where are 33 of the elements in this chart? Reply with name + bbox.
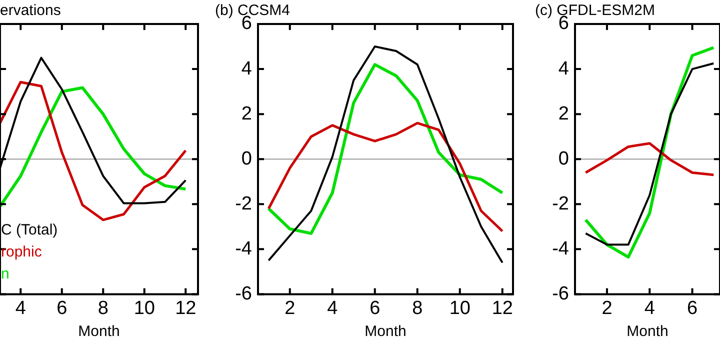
x-axis-title: Month: [626, 323, 668, 340]
x-tick-label: 12: [175, 298, 196, 319]
y-tick-label: 4: [241, 58, 252, 80]
text: C (Total): [1, 221, 58, 238]
chart-title: ervations: [0, 2, 61, 20]
y-tick-label: -2: [552, 193, 569, 214]
x-tick-label: 4: [644, 298, 656, 319]
x-axis-title: Month: [364, 323, 406, 340]
x-tick-label: 6: [686, 298, 698, 319]
y-tick-label: 0: [241, 148, 252, 170]
y-tick-label: -4: [552, 238, 570, 260]
x-tick-label: 2: [602, 298, 612, 319]
text: n: [1, 265, 10, 282]
x-tick-label: 6: [56, 298, 68, 319]
x-axis-title: Month: [78, 323, 120, 340]
y-tick-label: 4: [558, 58, 570, 80]
x-tick-label: 2: [284, 298, 296, 319]
y-tick-label: 2: [558, 103, 569, 124]
y-tick-label: -2: [235, 193, 252, 214]
y-tick-label: 2: [241, 103, 252, 124]
y-tick-label: -6: [552, 283, 569, 304]
x-tick-label: 6: [370, 298, 380, 319]
y-tick-label: -4: [235, 238, 252, 260]
x-tick-label: 4: [327, 298, 338, 319]
x-tick-label: 10: [134, 298, 155, 319]
y-tick-label: -6: [235, 283, 252, 304]
text: rophic: [1, 243, 42, 260]
x-tick-label: 10: [449, 298, 470, 319]
x-tick-label: 8: [412, 298, 423, 319]
x-tick-label: 8: [98, 298, 108, 319]
y-tick-label: 0: [558, 148, 569, 170]
x-tick-label: 12: [492, 298, 513, 319]
x-tick-label: 4: [15, 298, 26, 319]
